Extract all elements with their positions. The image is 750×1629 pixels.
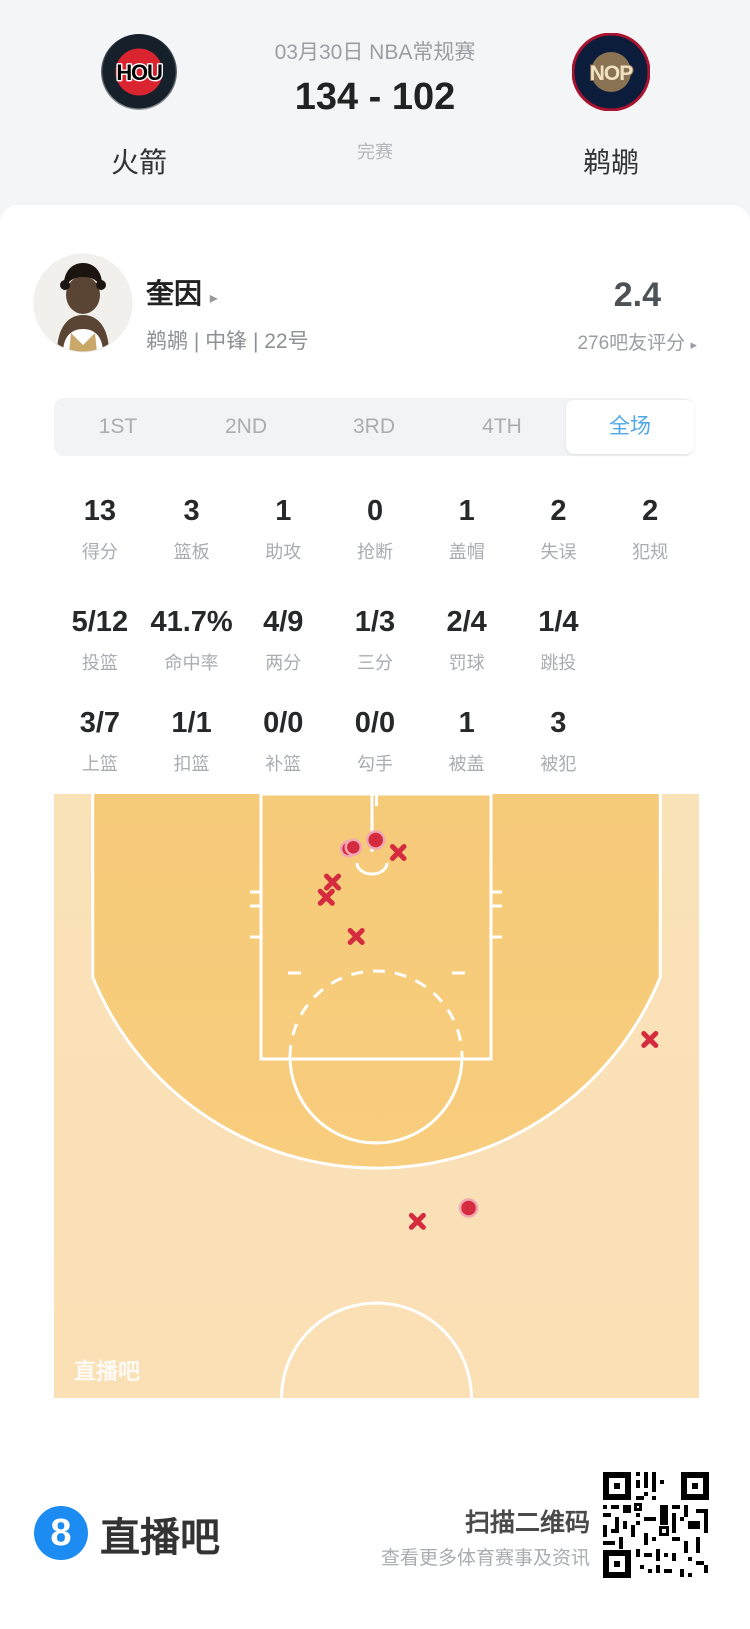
svg-text:直播吧: 直播吧 <box>74 1359 140 1384</box>
svg-text:8: 8 <box>50 1512 71 1554</box>
